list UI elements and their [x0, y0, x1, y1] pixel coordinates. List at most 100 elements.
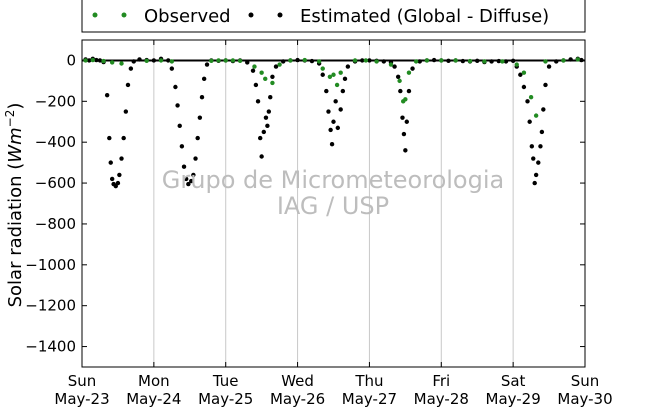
estimated-point	[342, 76, 348, 82]
estimated-point	[183, 176, 189, 182]
observed-point	[288, 58, 293, 63]
legend-marker-observed-2	[121, 12, 127, 18]
x-tick-label-day: Wed	[281, 372, 314, 390]
observed-point	[252, 64, 257, 69]
estimated-point	[489, 59, 494, 64]
observed-point	[320, 66, 325, 71]
estimated-point	[460, 58, 466, 64]
legend-marker-estimated-2	[277, 12, 283, 18]
observed-point	[403, 97, 408, 102]
estimated-point	[259, 154, 264, 159]
observed-point	[230, 58, 236, 63]
estimated-point	[525, 99, 530, 104]
observed-point	[439, 58, 444, 63]
legend-label-estimated: Estimated (Global - Diffuse)	[300, 6, 549, 27]
observed-point	[424, 58, 430, 63]
estimated-point	[193, 156, 198, 161]
estimated-point	[398, 88, 403, 94]
observed-point	[209, 58, 214, 64]
estimated-point	[333, 99, 338, 104]
estimated-point	[331, 119, 336, 124]
observed-point	[533, 113, 539, 118]
estimated-point	[392, 64, 397, 69]
estimated-point	[117, 172, 122, 178]
estimated-point	[181, 164, 187, 169]
observed-point	[270, 80, 275, 86]
estimated-point	[295, 57, 300, 63]
observed-point	[388, 62, 394, 67]
estimated-point	[204, 62, 210, 67]
estimated-point	[108, 160, 113, 165]
estimated-point	[186, 181, 191, 187]
estimated-point	[340, 88, 346, 94]
estimated-point	[568, 57, 573, 62]
observed-point	[467, 58, 473, 64]
observed-point	[327, 74, 333, 79]
estimated-point	[268, 95, 273, 100]
estimated-point	[406, 88, 412, 94]
estimated-point	[250, 68, 256, 73]
observed-point	[216, 58, 221, 63]
x-tick-label-date: May-26	[270, 390, 325, 408]
y-tick-label: −600	[35, 174, 76, 192]
estimated-point	[518, 72, 523, 77]
observed-point	[169, 59, 175, 64]
estimated-point	[360, 58, 365, 63]
observed-point	[90, 57, 95, 63]
estimated-point	[175, 103, 180, 108]
x-tick-label-date: May-23	[54, 390, 109, 408]
observed-point	[158, 58, 164, 63]
observed-point	[397, 78, 402, 84]
x-tick-label-date: May-29	[486, 390, 541, 408]
observed-point	[316, 59, 322, 64]
estimated-point	[177, 123, 182, 129]
estimated-point	[123, 109, 129, 114]
observed-point	[413, 59, 419, 64]
x-tick-label-date: May-24	[126, 390, 181, 408]
estimated-point	[381, 59, 386, 64]
estimated-point	[270, 74, 275, 79]
observed-point	[374, 59, 379, 64]
x-tick-label-day: Sun	[571, 372, 600, 390]
estimated-point	[538, 144, 543, 149]
observed-point	[352, 58, 358, 63]
estimated-point	[115, 180, 121, 186]
estimated-point	[554, 59, 559, 64]
estimated-point	[281, 59, 286, 64]
observed-point	[453, 58, 458, 63]
estimated-point	[137, 57, 142, 62]
x-tick-label-day: Sun	[68, 372, 97, 390]
estimated-point	[119, 156, 124, 161]
estimated-point	[179, 144, 185, 149]
x-tick-label-day: Mon	[138, 372, 170, 390]
observed-point	[482, 59, 487, 64]
observed-point	[263, 76, 268, 82]
estimated-point	[367, 58, 372, 63]
x-tick-label-date: May-28	[414, 390, 469, 408]
estimated-point	[166, 58, 171, 63]
y-tick-label: −1400	[25, 338, 76, 356]
estimated-point	[265, 123, 270, 129]
estimated-point	[345, 64, 351, 69]
estimated-point	[579, 57, 584, 63]
estimated-point	[401, 131, 407, 137]
estimated-point	[531, 156, 536, 161]
x-tick-label-day: Fri	[432, 372, 450, 390]
estimated-point	[266, 109, 272, 114]
observed-point	[334, 82, 340, 88]
estimated-point	[543, 82, 548, 88]
estimated-point	[201, 76, 207, 82]
y-tick-label: 0	[66, 51, 76, 69]
estimated-point	[128, 66, 134, 71]
legend-marker-estimated-1	[248, 12, 254, 18]
observed-point	[144, 58, 149, 64]
estimated-point	[245, 60, 250, 65]
estimated-point	[191, 172, 196, 178]
estimated-point	[151, 58, 157, 63]
estimated-point	[107, 135, 112, 141]
estimated-point	[189, 178, 194, 184]
observed-point	[277, 62, 282, 67]
estimated-point	[403, 148, 408, 153]
estimated-point	[536, 160, 541, 165]
estimated-point	[197, 115, 203, 120]
